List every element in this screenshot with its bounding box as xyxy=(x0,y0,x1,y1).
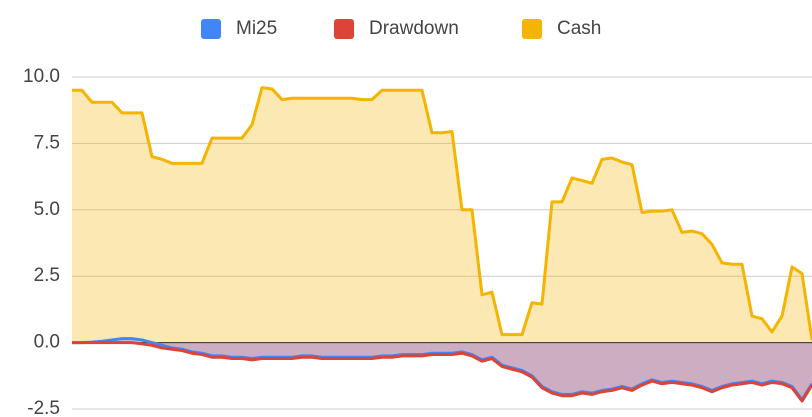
y-tick-label: 10.0 xyxy=(23,66,60,87)
legend-swatch xyxy=(522,19,542,39)
legend-label: Cash xyxy=(557,18,601,39)
legend-label: Drawdown xyxy=(369,18,459,39)
y-tick-label: 5.0 xyxy=(34,199,60,220)
area xyxy=(72,87,812,343)
legend-label: Mi25 xyxy=(236,18,277,39)
area xyxy=(72,338,812,400)
y-tick-label: -2.5 xyxy=(27,398,60,417)
line xyxy=(72,341,812,403)
y-tick-label: 7.5 xyxy=(34,132,60,153)
y-tick-label: 2.5 xyxy=(34,265,60,286)
y-tick-label: 0.0 xyxy=(34,332,60,353)
legend-swatch xyxy=(201,19,221,39)
legend-swatch xyxy=(334,19,354,39)
line xyxy=(72,86,812,341)
